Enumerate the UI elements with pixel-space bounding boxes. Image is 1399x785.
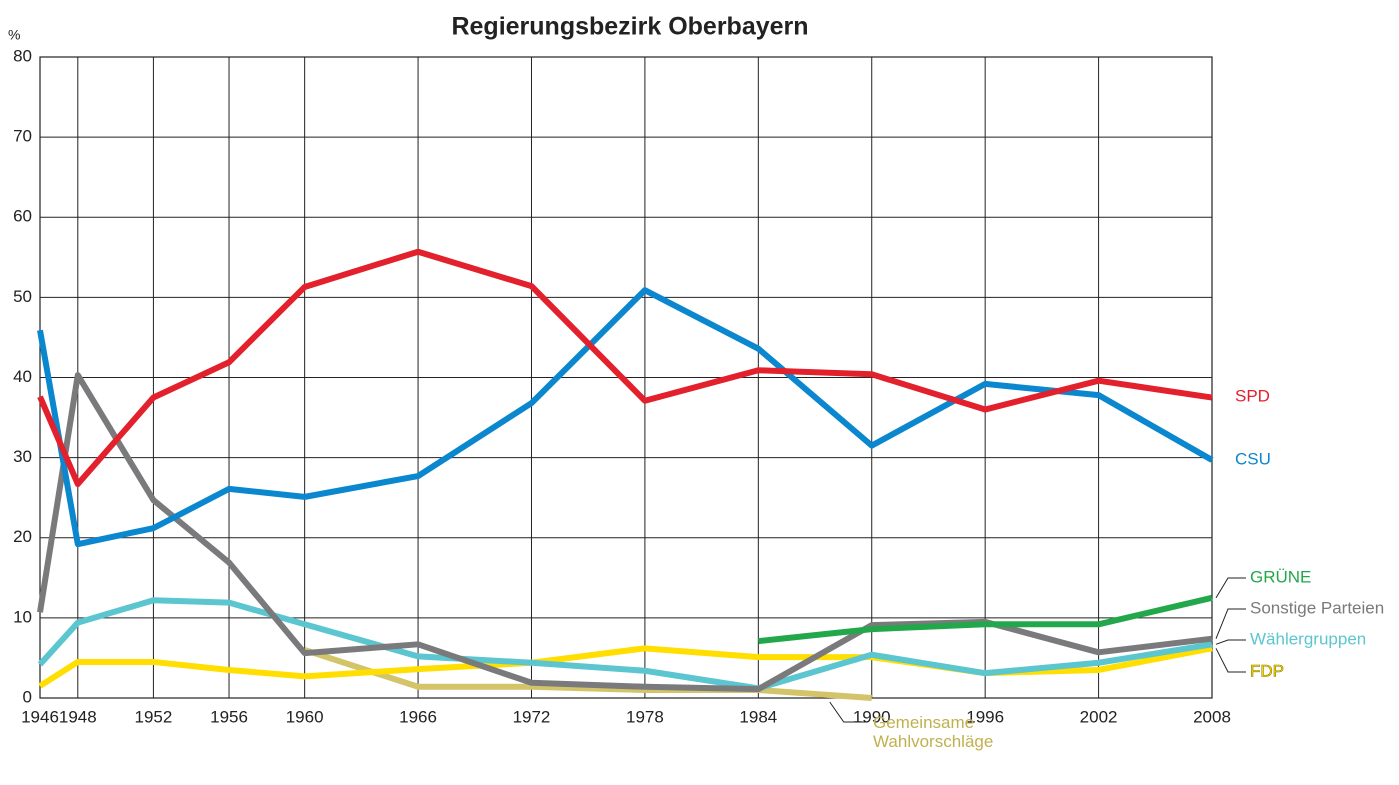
x-tick-label: 1978 — [626, 707, 664, 726]
y-tick-label: 10 — [13, 607, 32, 626]
y-axis-label: % — [8, 27, 20, 43]
legend-label: FDP — [1250, 661, 1284, 680]
leader-line — [1215, 648, 1246, 673]
legend-label: Sonstige Parteien — [1250, 598, 1384, 617]
x-tick-label: 1946 — [21, 707, 59, 726]
x-tick-label: 2008 — [1193, 707, 1231, 726]
x-tick-label: 1952 — [135, 707, 173, 726]
y-tick-label: 40 — [13, 367, 32, 386]
series-line — [37, 597, 1213, 692]
series-line — [37, 248, 1213, 488]
legend-label: Gemeinsame Wahlvorschläge — [873, 713, 994, 751]
series-line — [37, 287, 1214, 548]
legend-label: GRÜNE — [1250, 567, 1311, 586]
y-tick-label: 70 — [13, 127, 32, 146]
x-tick-label: 1996 — [966, 707, 1004, 726]
x-tick-label: 1984 — [739, 707, 777, 726]
series-line — [37, 372, 1213, 693]
leader-line — [1215, 639, 1246, 645]
y-tick-label: 80 — [13, 46, 32, 65]
y-tick-label: 50 — [13, 287, 32, 306]
series-line — [303, 647, 872, 701]
y-tick-label: 0 — [23, 687, 32, 706]
leader-line — [1215, 608, 1246, 639]
x-tick-label: 1960 — [286, 707, 324, 726]
x-tick-label: 2002 — [1080, 707, 1118, 726]
series-line — [758, 594, 1213, 645]
x-tick-label: 1948 — [59, 707, 97, 726]
y-tick-label: 60 — [13, 207, 32, 226]
legend-label: Wählergruppen — [1250, 629, 1366, 648]
plot-frame — [39, 56, 1213, 699]
x-tick-label: 1956 — [210, 707, 248, 726]
legend-label: CSU — [1235, 449, 1271, 468]
y-tick-label: 30 — [13, 447, 32, 466]
leader-line — [829, 701, 868, 723]
chart-title: Regierungsbezirk Oberbayern — [451, 13, 808, 41]
legend-label: SPD — [1235, 386, 1270, 405]
x-tick-label: 1972 — [513, 707, 551, 726]
leader-line — [1215, 577, 1246, 599]
y-tick-label: 20 — [13, 527, 32, 546]
x-tick-label: 1966 — [399, 707, 437, 726]
